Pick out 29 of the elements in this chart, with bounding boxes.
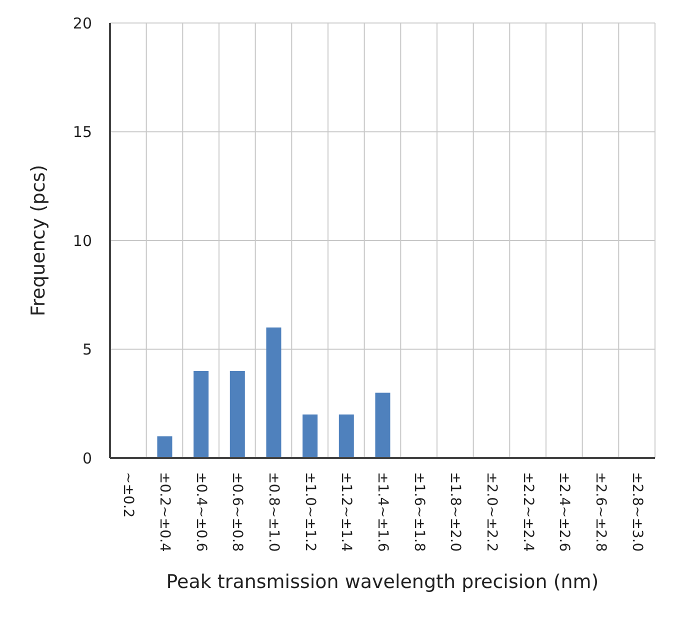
bar	[157, 436, 172, 458]
y-tick-label: 5	[82, 340, 92, 359]
bar	[302, 414, 318, 458]
x-tick-label: ±0.6~±0.8	[229, 472, 246, 552]
y-axis-title: Frequency (pcs)	[28, 164, 50, 316]
bar	[338, 414, 354, 458]
x-tick-label: ±0.8~±1.0	[266, 472, 282, 552]
x-tick-label: ±2.0~±2.2	[484, 472, 500, 552]
y-tick-label: 10	[72, 232, 92, 250]
x-tick-label: ±2.2~±2.4	[520, 472, 536, 552]
x-tick-label: ±1.4~±1.6	[374, 472, 390, 552]
x-tick-label: ±1.8~±2.0	[447, 472, 464, 552]
x-tick-label: ±2.6~±2.8	[592, 472, 608, 552]
x-axis-title: Peak transmission wavelength precision (nm)	[166, 571, 599, 593]
x-tick-label: ±2.4~±2.6	[556, 472, 572, 552]
y-tick-label: 0	[82, 449, 92, 468]
bar	[230, 371, 245, 458]
bar	[194, 371, 209, 458]
x-tick-label: ~±0.2	[120, 472, 136, 518]
y-tick-label: 20	[72, 14, 92, 32]
x-tick-label: ±2.8~±3.0	[628, 472, 645, 552]
x-tick-label: ±0.2~±0.4	[156, 472, 172, 552]
x-tick-label: ±1.6~±1.8	[410, 472, 427, 552]
x-tick-label: ±1.0~±1.2	[302, 472, 318, 552]
x-tick-label: ±1.2~±1.4	[338, 472, 354, 552]
bar	[266, 328, 282, 458]
y-tick-label: 15	[72, 123, 92, 142]
bar	[375, 392, 390, 458]
x-tick-label: ±0.4~±0.6	[192, 472, 209, 552]
